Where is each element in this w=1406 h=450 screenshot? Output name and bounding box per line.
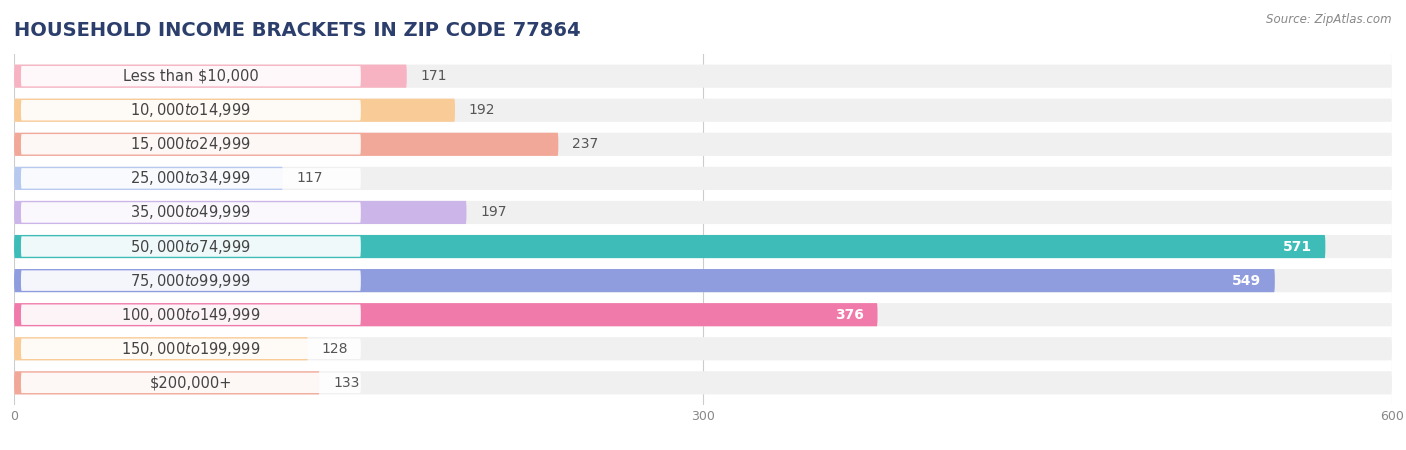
FancyBboxPatch shape [21, 202, 361, 223]
Text: Source: ZipAtlas.com: Source: ZipAtlas.com [1267, 14, 1392, 27]
FancyBboxPatch shape [14, 99, 1392, 122]
Text: 237: 237 [572, 137, 599, 151]
Text: $75,000 to $99,999: $75,000 to $99,999 [131, 272, 252, 290]
FancyBboxPatch shape [14, 99, 456, 122]
FancyBboxPatch shape [14, 269, 1275, 292]
FancyBboxPatch shape [21, 270, 361, 291]
FancyBboxPatch shape [14, 201, 1392, 224]
FancyBboxPatch shape [21, 100, 361, 121]
Text: 133: 133 [333, 376, 360, 390]
FancyBboxPatch shape [14, 269, 1392, 292]
FancyBboxPatch shape [14, 303, 1392, 326]
Text: $25,000 to $34,999: $25,000 to $34,999 [131, 169, 252, 187]
Text: 376: 376 [835, 308, 863, 322]
Text: $15,000 to $24,999: $15,000 to $24,999 [131, 135, 252, 153]
Text: $50,000 to $74,999: $50,000 to $74,999 [131, 238, 252, 256]
FancyBboxPatch shape [14, 371, 1392, 395]
Text: 571: 571 [1282, 239, 1312, 253]
FancyBboxPatch shape [14, 64, 1392, 88]
Text: 197: 197 [481, 206, 506, 220]
FancyBboxPatch shape [14, 64, 406, 88]
FancyBboxPatch shape [14, 235, 1392, 258]
Text: Less than $10,000: Less than $10,000 [122, 69, 259, 84]
FancyBboxPatch shape [14, 167, 1392, 190]
FancyBboxPatch shape [21, 373, 361, 393]
Text: $35,000 to $49,999: $35,000 to $49,999 [131, 203, 252, 221]
FancyBboxPatch shape [14, 167, 283, 190]
FancyBboxPatch shape [21, 338, 361, 359]
Text: $200,000+: $200,000+ [149, 375, 232, 390]
FancyBboxPatch shape [21, 305, 361, 325]
Text: 549: 549 [1232, 274, 1261, 288]
Text: 128: 128 [322, 342, 349, 356]
FancyBboxPatch shape [14, 303, 877, 326]
FancyBboxPatch shape [14, 337, 308, 360]
FancyBboxPatch shape [14, 371, 319, 395]
FancyBboxPatch shape [14, 133, 558, 156]
FancyBboxPatch shape [21, 66, 361, 86]
Text: $10,000 to $14,999: $10,000 to $14,999 [131, 101, 252, 119]
FancyBboxPatch shape [14, 133, 1392, 156]
Text: 192: 192 [468, 103, 495, 117]
FancyBboxPatch shape [21, 168, 361, 189]
Text: 117: 117 [297, 171, 323, 185]
FancyBboxPatch shape [14, 201, 467, 224]
Text: HOUSEHOLD INCOME BRACKETS IN ZIP CODE 77864: HOUSEHOLD INCOME BRACKETS IN ZIP CODE 77… [14, 21, 581, 40]
FancyBboxPatch shape [14, 235, 1326, 258]
FancyBboxPatch shape [21, 236, 361, 257]
Text: $150,000 to $199,999: $150,000 to $199,999 [121, 340, 260, 358]
FancyBboxPatch shape [14, 337, 1392, 360]
FancyBboxPatch shape [21, 134, 361, 154]
Text: $100,000 to $149,999: $100,000 to $149,999 [121, 306, 260, 324]
Text: 171: 171 [420, 69, 447, 83]
